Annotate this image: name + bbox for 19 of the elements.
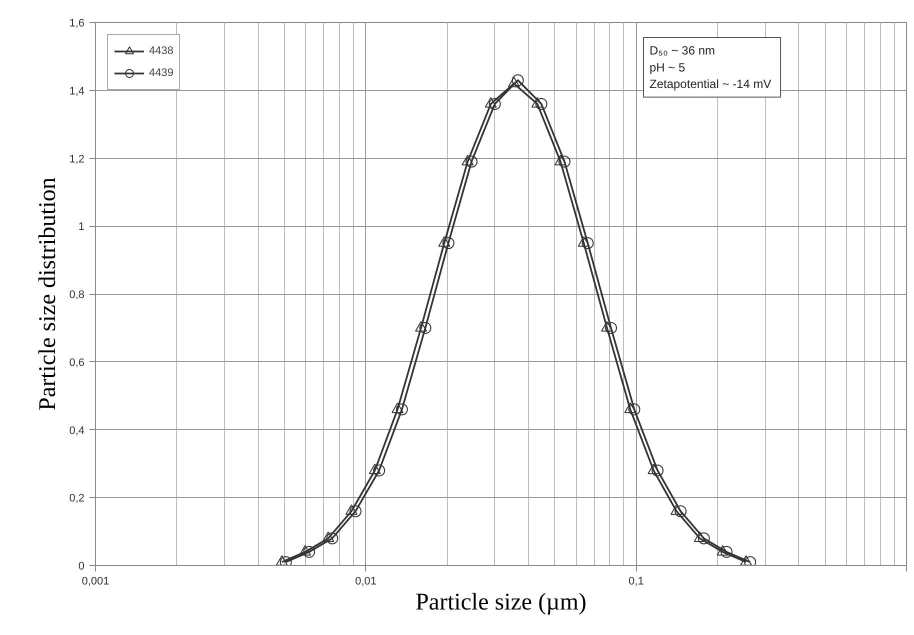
y-tick-label: 1,4 — [69, 85, 85, 98]
legend-label: 4438 — [149, 45, 174, 57]
y-tick-label: 1,6 — [69, 18, 85, 30]
y-tick-label: 1 — [78, 221, 85, 234]
x-axis-title: Particle size (µm) — [415, 590, 587, 616]
y-tick-label: 1,2 — [69, 153, 85, 166]
y-axis-title: Particle size distribution — [35, 177, 62, 411]
x-tick-label: 0,01 — [355, 576, 377, 588]
y-tick-label: 0,2 — [69, 492, 85, 505]
annotation: Zetapotential ~ -14 mV — [650, 77, 772, 92]
annotation: pH ~ 5 — [650, 60, 686, 74]
annotation: D₅₀ ~ 36 nm — [650, 44, 716, 58]
y-tick-label: 0,8 — [69, 289, 85, 301]
y-tick-label: 0 — [78, 560, 85, 572]
y-tick-label: 0,4 — [69, 424, 85, 437]
legend-label: 4439 — [149, 67, 174, 79]
y-tick-label: 0,6 — [69, 356, 85, 369]
x-tick-label: 0,001 — [82, 576, 110, 588]
x-tick-label: 0,1 — [628, 576, 644, 588]
